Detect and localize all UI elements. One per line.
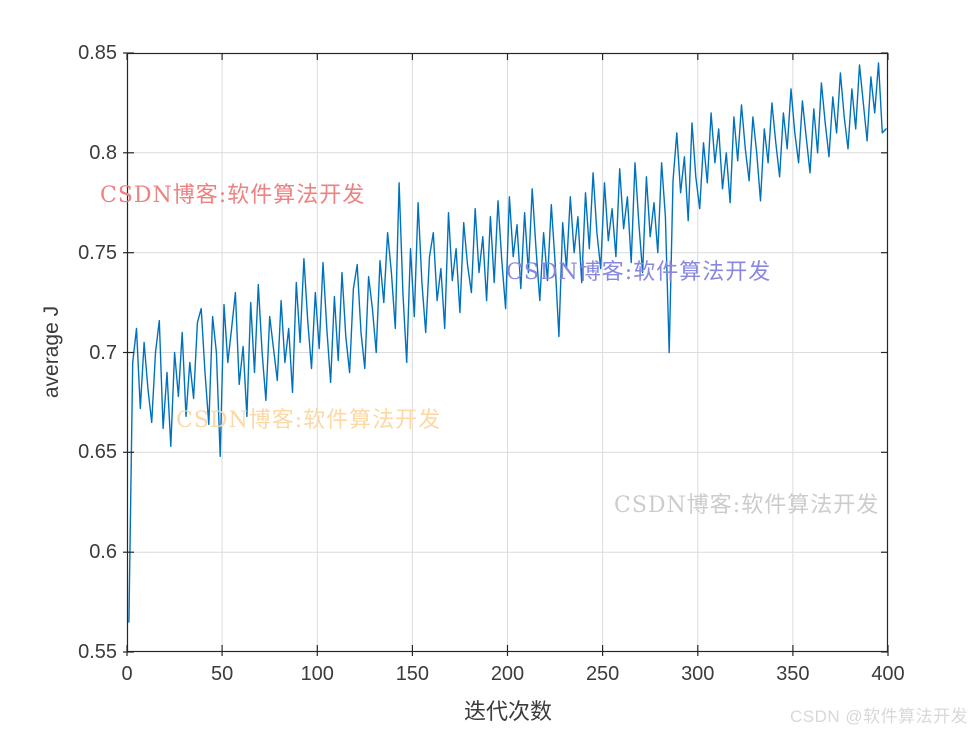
line-chart-svg <box>123 52 889 656</box>
x-tick-label: 300 <box>681 663 715 685</box>
x-tick-label: 400 <box>871 663 905 685</box>
x-tick-label: 50 <box>211 663 234 685</box>
y-tick-label: 0.7 <box>89 341 117 364</box>
plot-area <box>123 52 889 656</box>
x-axis-label: 迭代次数 <box>463 700 553 725</box>
x-tick-label: 250 <box>585 663 620 685</box>
watermark-red: CSDN博客:软件算法开发 <box>100 183 366 208</box>
y-tick-label: 0.6 <box>89 541 117 564</box>
y-tick-label: 0.65 <box>78 441 117 464</box>
watermark-blue: CSDN博客:软件算法开发 <box>506 260 772 285</box>
watermark-yellow: CSDN博客:软件算法开发 <box>176 408 442 433</box>
y-tick-label: 0.8 <box>89 141 117 164</box>
x-tick-label: 0 <box>121 663 133 685</box>
x-tick-label: 150 <box>395 663 430 685</box>
x-tick-label: 100 <box>300 663 334 685</box>
watermark-corner: CSDN @软件算法开发 <box>790 707 969 726</box>
watermark-gray: CSDN博客:软件算法开发 <box>614 493 880 518</box>
y-tick-label: 0.75 <box>78 241 117 264</box>
y-tick-label: 0.55 <box>78 641 117 663</box>
x-tick-label: 200 <box>490 663 525 685</box>
x-tick-label: 350 <box>776 663 810 685</box>
y-tick-label: 0.85 <box>78 42 117 64</box>
